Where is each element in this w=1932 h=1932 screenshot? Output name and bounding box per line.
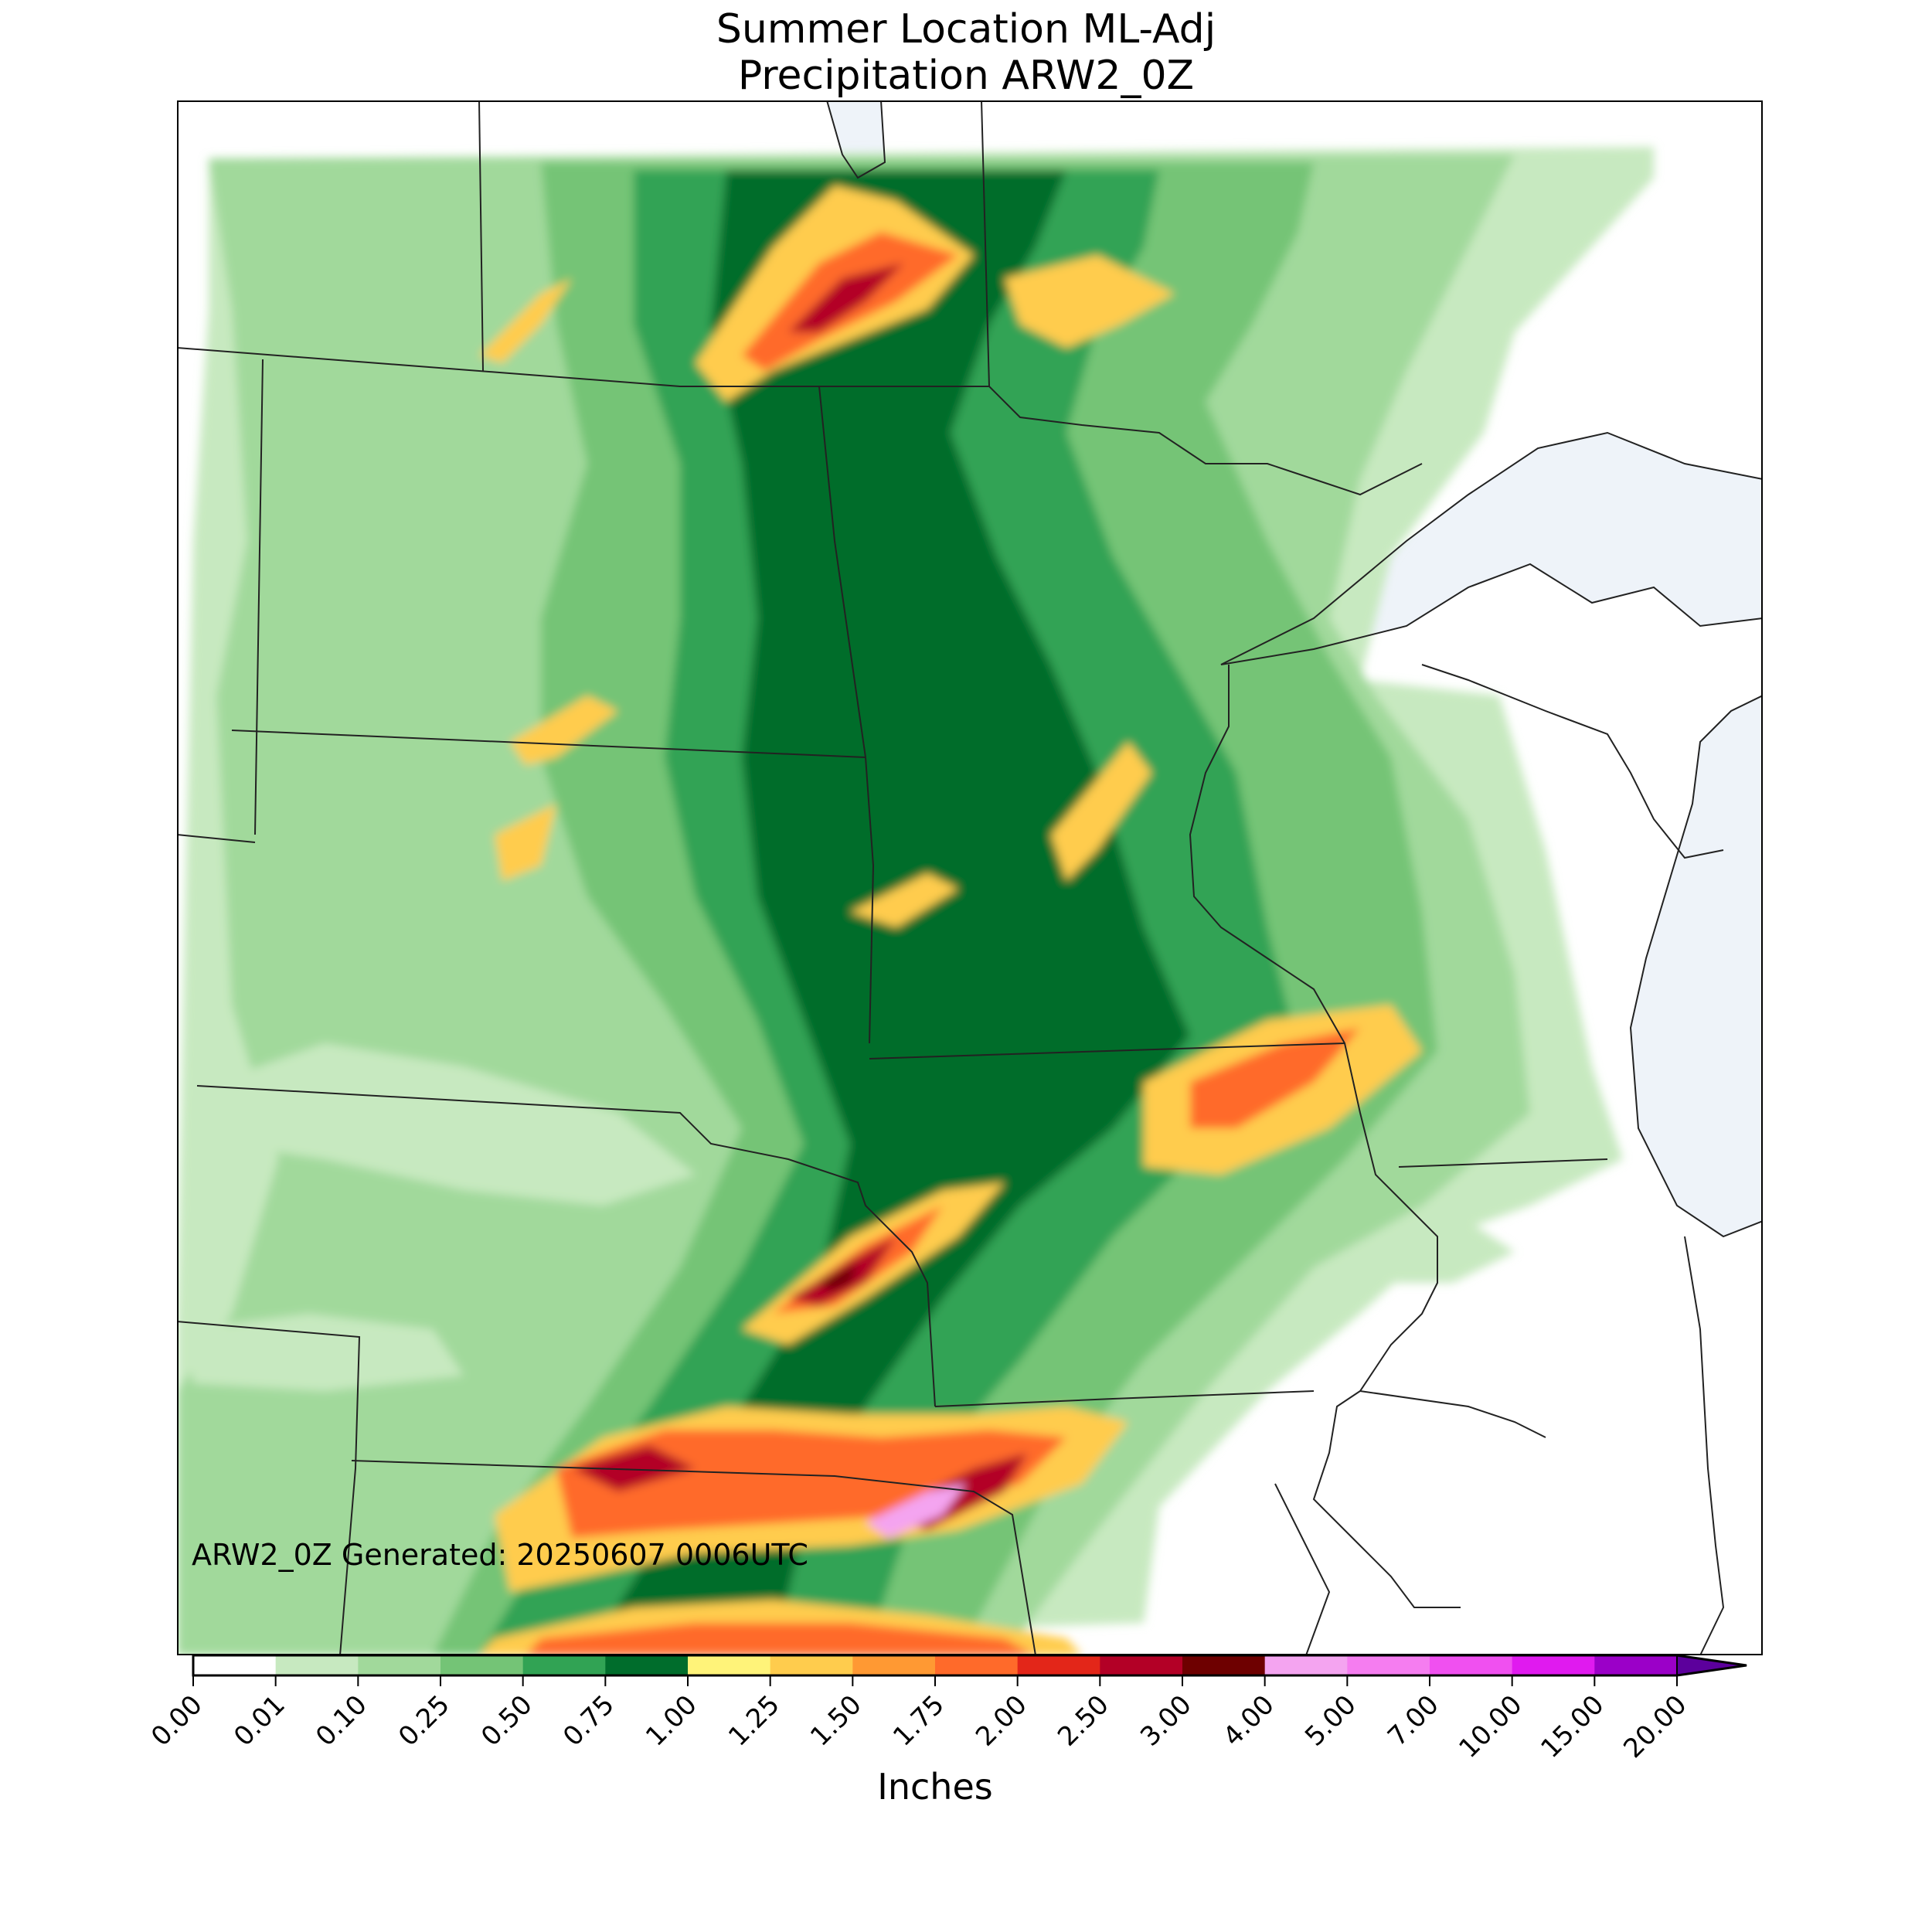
colorbar-segment xyxy=(1430,1655,1513,1675)
colorbar-segment xyxy=(358,1655,441,1675)
colorbar-segment xyxy=(1100,1655,1183,1675)
colorbar-segment xyxy=(1264,1655,1348,1675)
state-borders xyxy=(177,100,1763,1655)
colorbar xyxy=(192,1654,1747,1686)
colorbar-label: Inches xyxy=(877,1766,993,1808)
colorbar-segment xyxy=(1347,1655,1430,1675)
colorbar-segment xyxy=(275,1655,359,1675)
colorbar-outline xyxy=(192,1654,1747,1677)
colorbar-extend-arrow xyxy=(1676,1654,1747,1677)
generated-timestamp: ARW2_0Z Generated: 20250607 0006UTC xyxy=(192,1538,808,1572)
colorbar-segment xyxy=(1182,1655,1266,1675)
colorbar-segment xyxy=(770,1655,853,1675)
precipitation-field xyxy=(177,147,1654,1655)
colorbar-segment xyxy=(1594,1655,1678,1675)
colorbar-segment xyxy=(605,1655,689,1675)
map-title-line-1: Summer Location ML-Adj xyxy=(716,6,1216,53)
colorbar-segment xyxy=(193,1655,277,1675)
colorbar-segment xyxy=(852,1655,936,1675)
colorbar-segment xyxy=(1017,1655,1100,1675)
colorbar-segment xyxy=(1512,1655,1595,1675)
colorbar-segment xyxy=(935,1655,1019,1675)
colorbar-segment xyxy=(688,1655,771,1675)
colorbar-segment xyxy=(440,1655,524,1675)
map-title-line-2: Precipitation ARW2_0Z xyxy=(737,53,1195,99)
colorbar-segment xyxy=(522,1655,606,1675)
